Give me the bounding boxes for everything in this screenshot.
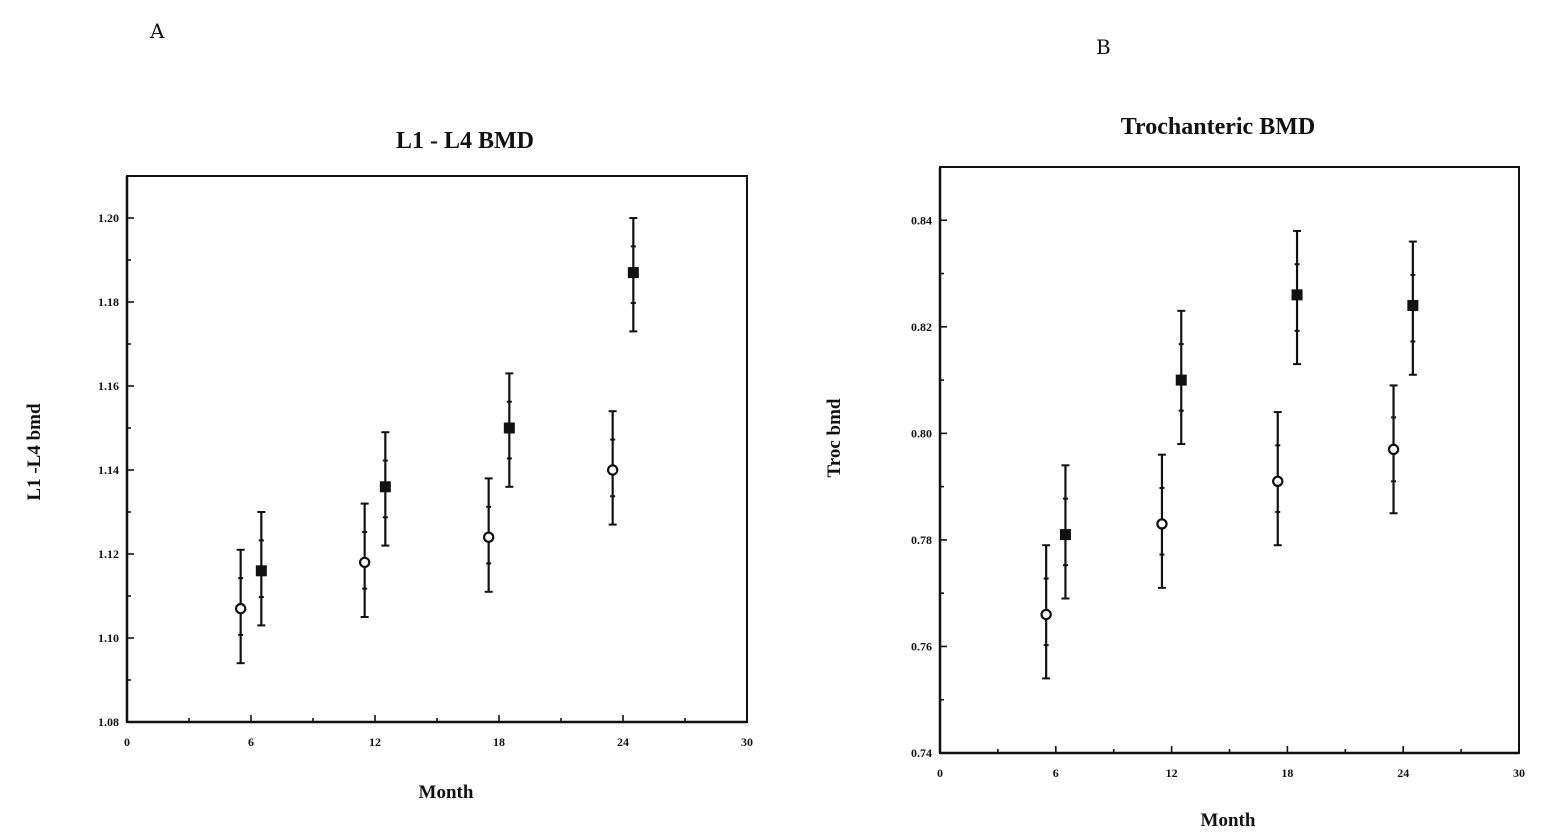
panel-b-open-circle-point <box>1272 475 1284 488</box>
panel-b-plot-frame <box>939 166 1520 754</box>
panel-a-x-tick-label: 6 <box>248 735 254 749</box>
panel-a-y-tick-label: 1.10 <box>98 631 119 645</box>
panel-a-title: L1 - L4 BMD <box>396 128 534 154</box>
panel-b-title: Trochanteric BMD <box>1121 114 1315 140</box>
panel-a-filled-square-point <box>503 422 515 434</box>
panel-a-y-tick-label: 1.08 <box>98 715 119 729</box>
panel-a-data-marks <box>234 217 639 665</box>
panel-a-letter: A <box>149 19 165 43</box>
panel-b-open-circle-point <box>1387 443 1400 456</box>
panel-a-y-tick-label: 1.16 <box>98 379 119 393</box>
panel-b-ticks: 0 6 12 18 24 30 0.74 0.76 0.78 0.80 0.82 0.84 <box>911 167 1525 780</box>
panel-b-y-tick-label: 0.76 <box>911 639 932 653</box>
panel-a-y-axis-label: L1 -L4 bmd <box>24 403 45 501</box>
panel-a-open-circle-point <box>482 531 495 543</box>
panel-a-x-tick-label: 24 <box>617 735 629 749</box>
panel-a-ticks: 0 6 12 18 24 30 1.08 1.10 1.12 1.14 1.16 1.18 1.20 <box>98 176 753 749</box>
panel-b-y-tick-label: 0.74 <box>911 746 932 760</box>
panel-a-plot-frame <box>126 175 748 723</box>
panel-b-x-tick-label: 12 <box>1166 766 1178 780</box>
panel-b-open-circle-point <box>1156 518 1168 530</box>
panel-a-y-tick-label: 1.14 <box>98 463 119 477</box>
panel-b-y-tick-label: 0.80 <box>911 426 932 440</box>
panel-b-filled-square-point <box>1407 300 1419 312</box>
panel-a-x-tick-label: 18 <box>493 735 505 749</box>
panel-b-y-axis-label: Troc bmd <box>824 398 845 477</box>
panel-a: A L1 - L4 BMD Month L1 -L4 bmd 0 6 12 18 24 3… <box>24 19 753 803</box>
panel-b-filled-square-point <box>1175 374 1187 386</box>
panel-b-x-tick-label: 0 <box>937 766 943 780</box>
panel-a-x-tick-label: 30 <box>741 735 753 749</box>
panel-b-y-tick-label: 0.78 <box>911 533 932 547</box>
panel-b-y-tick-label: 0.82 <box>911 320 932 334</box>
panel-b-x-tick-label: 18 <box>1281 766 1293 780</box>
panel-b-x-axis-label: Month <box>1201 810 1256 831</box>
panel-b-open-circle-point <box>1040 608 1052 621</box>
panel-a-open-circle-point <box>606 464 619 476</box>
panel-a-x-axis-label: Month <box>419 782 474 803</box>
panel-a-y-tick-label: 1.12 <box>98 547 119 561</box>
panel-a-x-tick-label: 0 <box>124 735 130 749</box>
panel-a-y-tick-label: 1.20 <box>98 211 119 225</box>
panel-a-open-circle-point <box>358 556 371 569</box>
panel-b-y-tick-label: 0.84 <box>911 213 932 227</box>
panel-a-filled-square-point <box>379 481 391 493</box>
panel-b-x-tick-label: 6 <box>1053 766 1059 780</box>
panel-b-filled-square-point <box>1291 289 1303 301</box>
panel-b-filled-square-point <box>1059 529 1071 541</box>
panel-b-data-marks <box>1040 229 1419 680</box>
panel-a-open-circle-point <box>234 602 247 615</box>
panel-b: B Trochanteric BMD Month Troc bmd 0 6 12 18… <box>824 35 1525 831</box>
panel-a-x-tick-label: 12 <box>369 735 381 749</box>
panel-a-y-tick-label: 1.18 <box>98 295 119 309</box>
panel-b-x-tick-label: 30 <box>1513 766 1525 780</box>
panel-b-x-tick-label: 24 <box>1397 766 1409 780</box>
panel-a-filled-square-point <box>255 565 267 577</box>
panel-a-filled-square-point <box>627 267 639 279</box>
panel-b-letter: B <box>1096 35 1111 59</box>
